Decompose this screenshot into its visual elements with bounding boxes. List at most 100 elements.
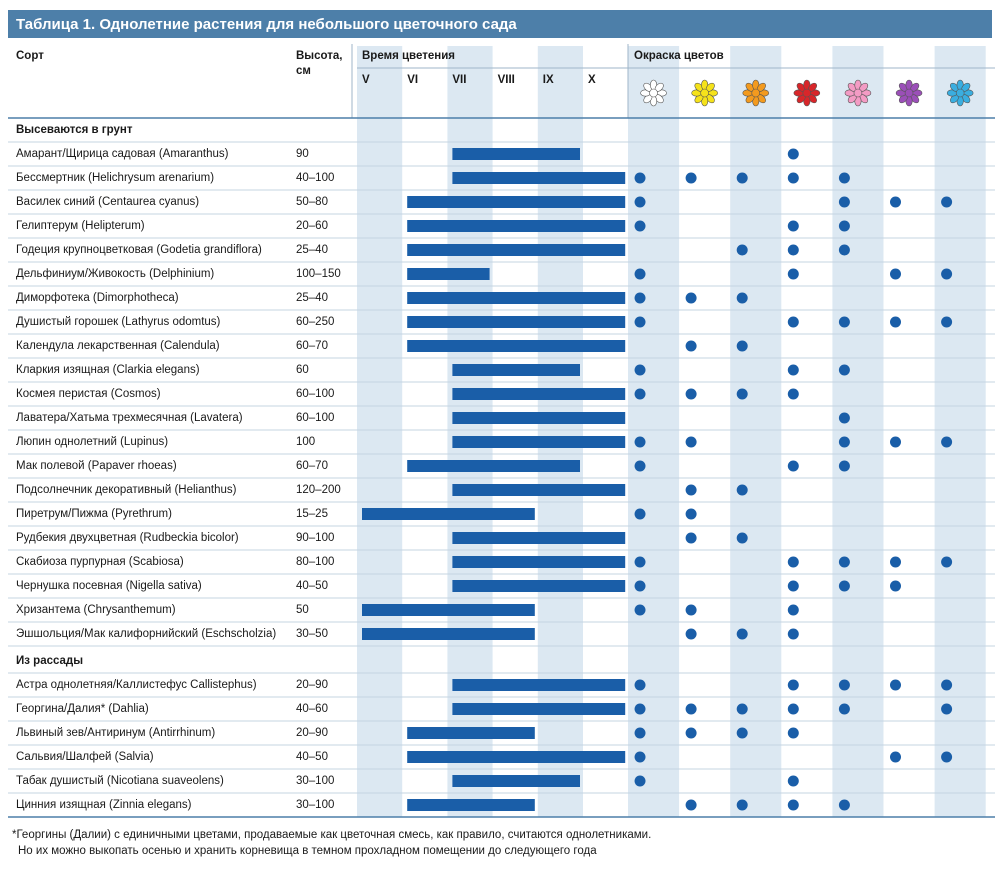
color-dot (634, 727, 646, 739)
color-dot (787, 220, 799, 232)
color-dot (736, 628, 748, 640)
color-dot (634, 604, 646, 616)
bloom-bar (407, 751, 626, 763)
color-dot (736, 799, 748, 811)
bloom-bar (452, 532, 626, 544)
bloom-bar (452, 148, 580, 160)
month-label: VI (407, 74, 418, 86)
plant-height: 40–50 (296, 751, 328, 763)
color-dot (634, 220, 646, 232)
color-dot (787, 775, 799, 787)
plant-height: 80–100 (296, 556, 334, 568)
color-dot (941, 556, 953, 568)
color-dot (838, 172, 850, 184)
flower-center (802, 88, 812, 98)
color-dot (787, 703, 799, 715)
color-dot (736, 484, 748, 496)
plant-height: 20–60 (296, 220, 328, 232)
color-dot (787, 148, 799, 160)
flower-center (955, 88, 965, 98)
flower-icon (691, 79, 718, 107)
month-label: X (588, 74, 596, 86)
color-dot (890, 268, 901, 280)
bloom-bar (407, 316, 626, 328)
plant-height: 25–40 (296, 292, 328, 304)
color-dot (941, 751, 953, 763)
color-dot (941, 679, 953, 691)
color-dot (890, 556, 901, 568)
plant-height: 90 (296, 148, 309, 160)
bloom-bar (452, 436, 626, 448)
section-title: Из рассады (16, 655, 83, 667)
color-dot (941, 196, 953, 208)
bloom-bar (452, 484, 626, 496)
plant-name: Лаватера/Хатьма трехмесячная (Lavatera) (16, 412, 243, 424)
plant-name: Подсолнечник декоративный (Helianthus) (16, 484, 237, 496)
color-dot (634, 556, 646, 568)
plant-height: 60–70 (296, 340, 328, 352)
color-dot (787, 460, 799, 472)
color-dot (634, 364, 646, 376)
plant-height: 50 (296, 604, 309, 616)
color-dot (838, 679, 850, 691)
color-dot (941, 436, 953, 448)
color-dot (787, 316, 799, 328)
month-label: V (362, 74, 370, 86)
plant-name: Гелиптерум (Helipterum) (16, 220, 145, 232)
color-dot (838, 703, 850, 715)
flower-center (751, 88, 761, 98)
color-dot (634, 292, 646, 304)
color-dot (838, 220, 850, 232)
bloom-bar (407, 244, 626, 256)
bloom-bar (452, 412, 626, 424)
title-bar (8, 10, 992, 38)
bloom-bar (362, 604, 535, 616)
flower-icon (895, 79, 923, 107)
plant-name: Дельфиниум/Живокость (Delphinium) (16, 268, 214, 280)
title: Таблица 1. Однолетние растения для небол… (16, 16, 517, 33)
plant-height: 60–250 (296, 316, 334, 328)
plant-name: Душистый горошек (Lathyrus odomtus) (16, 316, 221, 328)
bloom-bar (407, 799, 535, 811)
bloom-bar (407, 268, 490, 280)
color-dot (838, 799, 850, 811)
bloom-bar (452, 775, 580, 787)
bloom-bar (407, 220, 626, 232)
bloom-bar (407, 196, 626, 208)
color-dot (787, 268, 799, 280)
color-dot (685, 703, 697, 715)
color-dot (787, 604, 799, 616)
bloom-bar (407, 292, 626, 304)
color-dot (838, 412, 850, 424)
plant-name: Пиретрум/Пижма (Pyrethrum) (16, 508, 172, 520)
color-dot (685, 340, 697, 352)
flower-center (700, 88, 709, 98)
plant-height: 30–100 (296, 775, 334, 787)
month-column (537, 46, 583, 817)
color-dot (787, 244, 799, 256)
color-dot (787, 364, 799, 376)
color-dot (685, 799, 697, 811)
plant-name: Василек синий (Centaurea cyanus) (16, 196, 199, 208)
plant-name: Чернушка посевная (Nigella sativa) (16, 580, 202, 592)
bloom-bar (452, 556, 626, 568)
header-height: Высота, см (296, 50, 342, 77)
flower-icon (844, 79, 872, 107)
flower-center (649, 88, 658, 98)
footnote: Но их можно выкопать осенью и хранить ко… (18, 845, 597, 857)
color-dot (736, 244, 748, 256)
plant-height: 40–50 (296, 580, 328, 592)
plant-name: Амарант/Щирица садовая (Amaranthus) (16, 148, 229, 160)
bloom-bar (452, 364, 580, 376)
color-dot (736, 292, 748, 304)
plant-height: 20–90 (296, 679, 328, 691)
color-dot (787, 556, 799, 568)
color-dot (685, 484, 697, 496)
bloom-bar (362, 508, 535, 520)
plant-name: Львиный зев/Антиринум (Antirrhinum) (16, 727, 215, 739)
header-name: Сорт (16, 50, 44, 62)
flower-center (904, 88, 914, 98)
color-dot (941, 268, 953, 280)
plant-name: Люпин однолетний (Lupinus) (16, 436, 168, 448)
